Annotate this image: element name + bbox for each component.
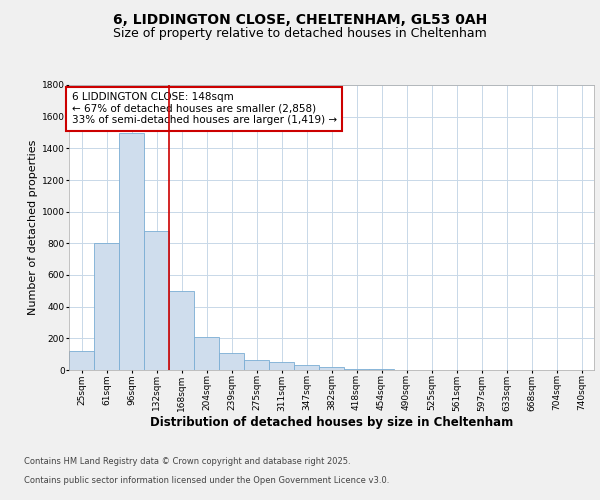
X-axis label: Distribution of detached houses by size in Cheltenham: Distribution of detached houses by size … — [150, 416, 513, 429]
Text: Size of property relative to detached houses in Cheltenham: Size of property relative to detached ho… — [113, 28, 487, 40]
Bar — [294, 365, 319, 370]
Bar — [69, 351, 94, 370]
Bar — [169, 291, 194, 370]
Text: 6, LIDDINGTON CLOSE, CHELTENHAM, GL53 0AH: 6, LIDDINGTON CLOSE, CHELTENHAM, GL53 0A… — [113, 12, 487, 26]
Bar — [344, 369, 369, 370]
Bar — [219, 352, 244, 370]
Bar — [269, 362, 294, 370]
Text: Contains public sector information licensed under the Open Government Licence v3: Contains public sector information licen… — [24, 476, 389, 485]
Bar — [144, 230, 169, 370]
Bar — [369, 369, 394, 370]
Bar — [94, 244, 119, 370]
Bar — [319, 367, 344, 370]
Text: 6 LIDDINGTON CLOSE: 148sqm
← 67% of detached houses are smaller (2,858)
33% of s: 6 LIDDINGTON CLOSE: 148sqm ← 67% of deta… — [71, 92, 337, 126]
Y-axis label: Number of detached properties: Number of detached properties — [28, 140, 38, 315]
Bar — [244, 360, 269, 370]
Bar — [194, 337, 219, 370]
Bar — [119, 132, 144, 370]
Text: Contains HM Land Registry data © Crown copyright and database right 2025.: Contains HM Land Registry data © Crown c… — [24, 458, 350, 466]
